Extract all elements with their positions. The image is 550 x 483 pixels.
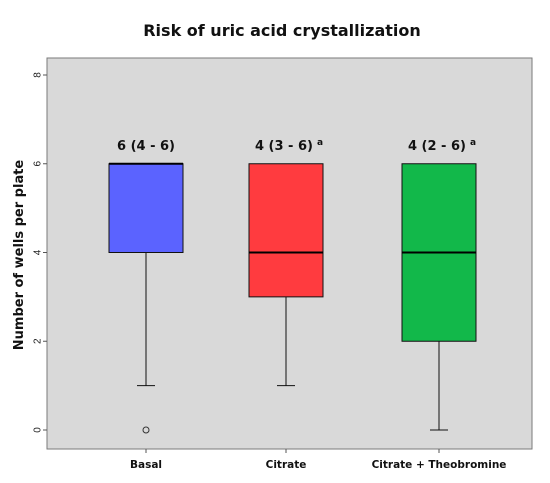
- chart-title: Risk of uric acid crystallization: [143, 21, 421, 40]
- box-group-1: 4 (3 - 6) a: [248, 138, 324, 387]
- annotation-superscript: a: [317, 138, 323, 148]
- x-category-label: Citrate: [266, 459, 307, 471]
- y-tick-label: 2: [33, 338, 44, 344]
- box: [108, 163, 184, 253]
- box-annotation: 6 (4 - 6): [117, 139, 175, 154]
- outlier-point: [142, 426, 150, 434]
- box-annotation: 4 (2 - 6) a: [408, 138, 476, 154]
- box-annotation: 4 (3 - 6) a: [255, 138, 323, 154]
- x-axis: Basal Citrate Citrate + Theobromine: [130, 449, 506, 471]
- y-tick-label: 4: [33, 249, 44, 255]
- box-group-2: 4 (2 - 6) a: [401, 138, 477, 431]
- box-group-0: 6 (4 - 6): [108, 139, 184, 434]
- x-category-label: Citrate + Theobromine: [372, 459, 507, 471]
- y-tick-label: 6: [33, 161, 44, 167]
- boxes-group: 6 (4 - 6) 4 (3 - 6) a 4 (2 - 6) a: [108, 138, 477, 434]
- y-tick-label: 8: [33, 72, 44, 78]
- x-category-label: Basal: [130, 459, 162, 471]
- y-axis: 0 2 4 6 8: [33, 72, 47, 433]
- box: [248, 163, 324, 298]
- y-axis-label: Number of wells per plate: [12, 160, 27, 351]
- annotation-superscript: a: [470, 138, 476, 148]
- y-tick-label: 0: [33, 427, 44, 433]
